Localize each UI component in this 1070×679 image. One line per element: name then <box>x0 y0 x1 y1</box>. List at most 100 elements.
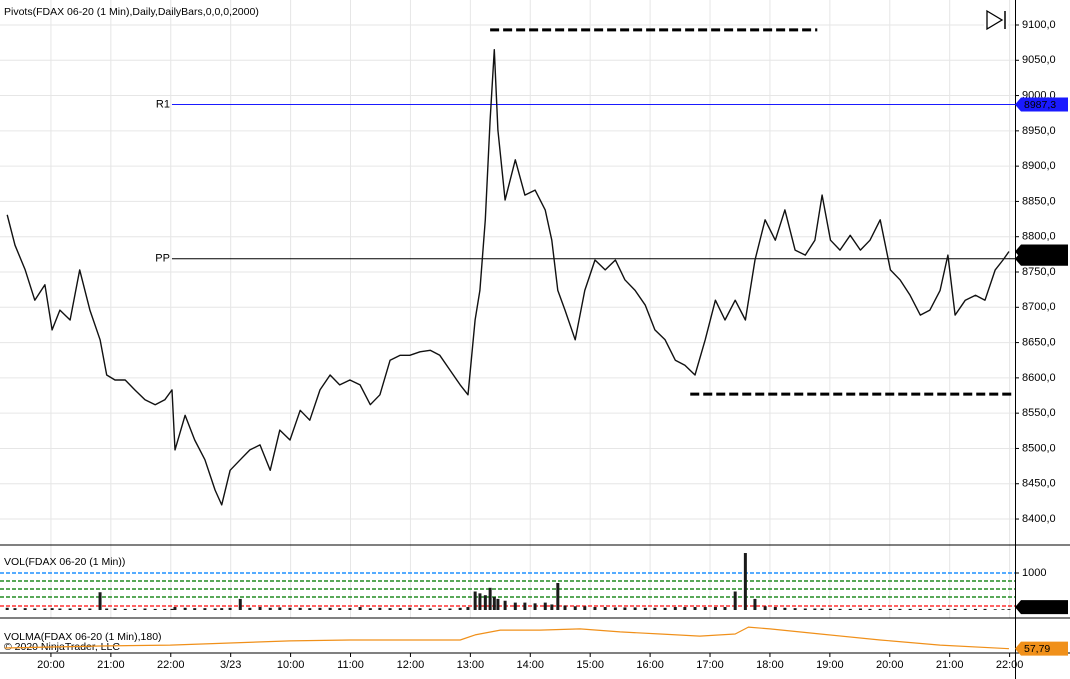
x-tick-label: 21:00 <box>97 659 125 671</box>
volume-bar <box>43 608 47 610</box>
volume-bar <box>378 607 382 610</box>
volume-bar <box>1007 609 1011 610</box>
volume-bar <box>713 607 717 610</box>
volume-bar <box>203 608 207 610</box>
last-price-box <box>1015 244 1068 259</box>
volume-bar <box>563 605 567 610</box>
volume-bar <box>653 607 657 610</box>
x-tick-label: 17:00 <box>696 659 724 671</box>
volume-bar <box>78 608 82 610</box>
x-tick-label: 22:00 <box>157 659 185 671</box>
y-tick-label: 8400,0 <box>1022 513 1056 525</box>
volume-bar <box>348 608 352 610</box>
x-tick-label: 13:00 <box>457 659 485 671</box>
volume-bar <box>673 607 677 610</box>
volume-bar <box>550 604 554 610</box>
volume-bar <box>33 608 37 610</box>
last-volma-box <box>1015 641 1068 656</box>
scroll-end-button[interactable] <box>984 9 1008 31</box>
volume-bar <box>898 608 902 610</box>
x-tick-label: 12:00 <box>397 659 425 671</box>
x-tick-label: 20:00 <box>37 659 65 671</box>
volume-bar <box>58 608 62 610</box>
chart-title: Pivots(FDAX 06-20 (1 Min),Daily,DailyBar… <box>4 6 259 18</box>
volume-bar <box>803 608 807 610</box>
volume-bar <box>398 608 402 610</box>
volume-bar <box>358 607 362 610</box>
y-tick-label: 8550,0 <box>1022 407 1056 419</box>
volume-bar <box>593 607 597 610</box>
volume-bar <box>813 608 817 610</box>
volume-bar <box>503 600 507 610</box>
volume-bar <box>583 606 587 610</box>
x-tick-label: 3/23 <box>220 659 241 671</box>
x-tick-label: 20:00 <box>876 659 904 671</box>
volume-bar <box>838 608 842 610</box>
volume-bar <box>556 582 560 610</box>
volume-bar <box>928 608 932 610</box>
price-line <box>4 626 1010 650</box>
volume-bar <box>88 608 92 610</box>
volume-bar <box>868 608 872 610</box>
volume-bar <box>328 607 332 610</box>
volume-bar <box>963 608 967 610</box>
y-tick-label: 8600,0 <box>1022 372 1056 384</box>
y-tick-label: 8650,0 <box>1022 336 1056 348</box>
volume-bar <box>643 607 647 610</box>
volume-bar <box>953 608 957 610</box>
volume-bar <box>238 598 242 610</box>
pivot-name: PP <box>155 253 170 265</box>
volume-bar <box>448 608 452 610</box>
chart-title: VOL(FDAX 06-20 (1 Min)) <box>4 556 125 568</box>
volume-bar <box>5 607 9 610</box>
y-tick-label: 8800,0 <box>1022 231 1056 243</box>
x-tick-label: 19:00 <box>816 659 844 671</box>
last-volma: 57,79 <box>1024 643 1050 655</box>
volume-bar <box>318 607 322 610</box>
last-price: 8779,0 <box>1024 246 1056 258</box>
last-volume: 24 <box>1024 601 1036 613</box>
volume-bar <box>288 607 292 610</box>
price-line <box>6 49 1010 506</box>
volume-bar <box>23 608 27 610</box>
volume-bar <box>213 608 217 610</box>
volume-bar <box>938 608 942 610</box>
y-tick-label: 9100,0 <box>1022 19 1056 31</box>
y-tick-label: 8950,0 <box>1022 125 1056 137</box>
volume-bar <box>50 608 54 610</box>
volume-bar <box>573 606 577 610</box>
volume-bar <box>98 592 102 610</box>
x-tick-label: 21:00 <box>936 659 964 671</box>
volume-bar <box>693 607 697 610</box>
volume-bar <box>773 607 777 610</box>
volume-bar <box>458 607 462 610</box>
volume-bar <box>623 607 627 610</box>
volume-bar <box>278 607 282 610</box>
volume-bar <box>466 607 470 610</box>
grid <box>0 0 1015 618</box>
volume-bar <box>878 608 882 610</box>
button-bg[interactable] <box>984 9 1008 31</box>
volume-bar <box>1001 609 1005 610</box>
volume-bar <box>153 608 157 610</box>
volume-bar <box>193 608 197 610</box>
volume-bar <box>783 607 787 610</box>
volume-bar <box>983 608 987 610</box>
volume-bar <box>143 608 147 610</box>
volume-bar <box>848 608 852 610</box>
y-tick-label: 1000 <box>1022 567 1046 579</box>
volume-bar <box>828 608 832 610</box>
y-tick-label: 8450,0 <box>1022 478 1056 490</box>
volume-bar <box>703 607 707 610</box>
volume-bar <box>228 607 232 610</box>
x-tick-label: 11:00 <box>337 659 364 671</box>
volume-bar <box>533 603 537 610</box>
volume-bar <box>763 606 767 610</box>
volume-bar <box>733 591 737 610</box>
volume-bar <box>888 608 892 610</box>
y-tick-label: 9050,0 <box>1022 54 1056 66</box>
volume-bar <box>308 608 312 610</box>
pivot-label: 8987,3 <box>1024 99 1056 111</box>
volume-bar <box>603 607 607 610</box>
